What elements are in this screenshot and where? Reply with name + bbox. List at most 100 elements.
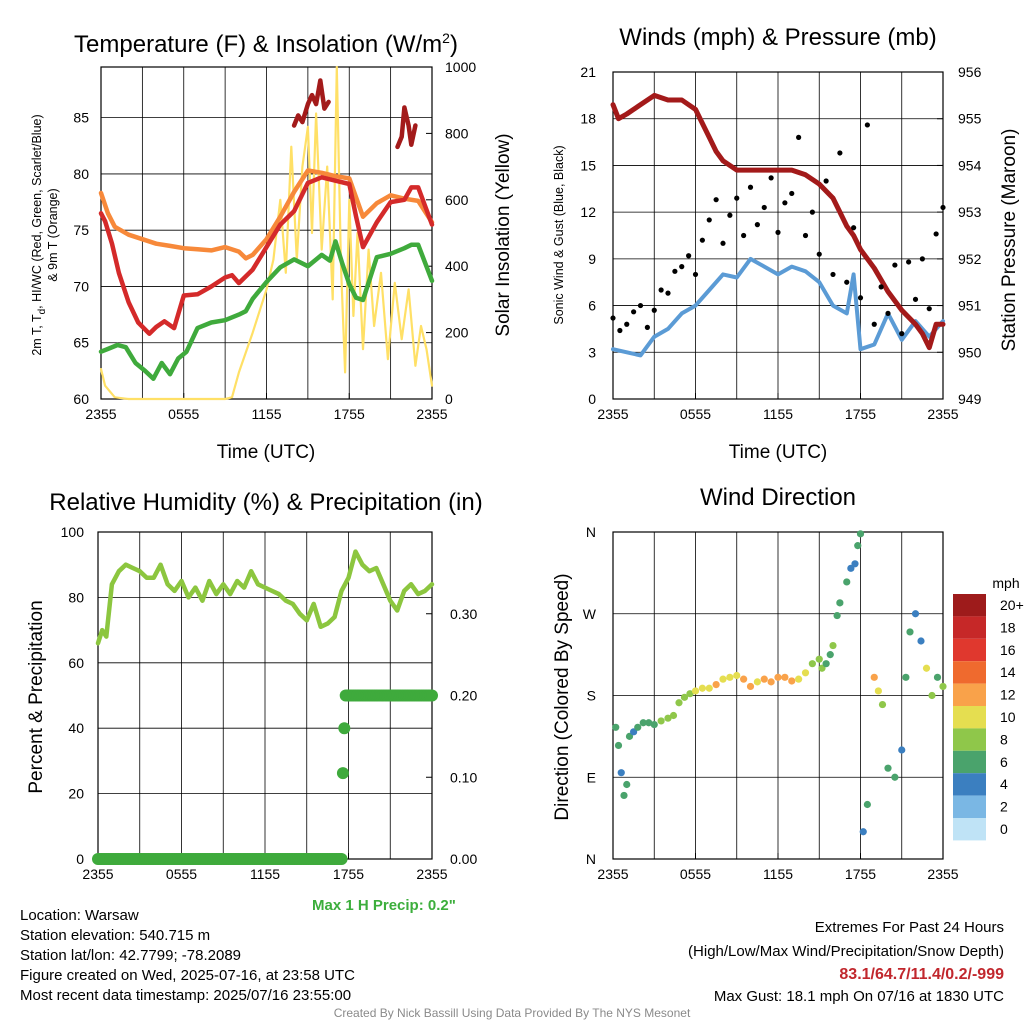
y-axis-label: Percent & Precipitation [26, 600, 47, 793]
direction-point [726, 673, 734, 681]
precip-point [426, 689, 438, 702]
direction-point [856, 530, 865, 538]
direction-point [933, 673, 942, 681]
direction-point [859, 828, 867, 836]
colorbar-swatch [953, 638, 986, 662]
y-tick-label: W [583, 606, 597, 622]
colorbar-swatch [953, 728, 986, 751]
colorbar-swatch [953, 795, 986, 818]
info-recent: Most recent data timestamp: 2025/07/16 2… [20, 987, 352, 1004]
colorbar-label: 16 [1000, 642, 1016, 658]
temp-series-line-4 [291, 78, 331, 128]
gust-point [919, 256, 925, 262]
direction-point [922, 664, 931, 672]
gust-point [686, 253, 692, 259]
x-tick-label: 2355 [597, 406, 628, 422]
colorbar-label: 12 [1000, 687, 1016, 703]
precip-point [335, 853, 348, 865]
direction-point [781, 673, 789, 681]
direction-point [928, 691, 936, 700]
gust-point [692, 271, 699, 278]
direction-point [851, 560, 859, 568]
y-axis-label-line1: 2m T, Td, HI/WC (Red, Green, Scarlet/Blu… [30, 114, 48, 355]
gust-point [912, 296, 919, 302]
y-tick-label: 60 [73, 391, 89, 407]
colorbar-label: 8 [1000, 731, 1008, 747]
y-tick-label: 20 [68, 786, 84, 802]
gust-point [864, 122, 870, 128]
info-location: Location: Warsaw [20, 907, 139, 924]
direction-point [753, 678, 761, 686]
direction-point [657, 717, 665, 725]
precip-point [336, 767, 349, 780]
y-tick-label: 9 [588, 251, 596, 267]
colorbar-swatch [953, 594, 986, 617]
direction-point [712, 681, 720, 689]
direction-point [788, 677, 796, 685]
y2-tick-label: 952 [958, 251, 982, 267]
gust-point [885, 310, 891, 316]
gust-point [754, 222, 760, 228]
gust-point [699, 237, 705, 243]
direction-point [617, 769, 625, 777]
direction-point [826, 651, 834, 659]
colorbar-swatch [953, 661, 986, 684]
x-tick-label: 1155 [763, 866, 793, 882]
colorbar-swatch [953, 818, 986, 841]
x-tick-label: 2355 [416, 866, 447, 882]
direction-point [698, 684, 706, 692]
gust-point [940, 204, 946, 211]
gust-point [926, 306, 932, 312]
direction-point [891, 773, 899, 781]
x-tick-label: 2355 [85, 406, 116, 422]
chart-title-winds: Winds (mph) & Pressure (mb) [619, 24, 936, 51]
direction-point [675, 699, 683, 707]
y-tick-label: 21 [580, 64, 596, 80]
direction-point [623, 780, 631, 789]
title-close-paren: ) [450, 31, 458, 58]
y-tick-label: 0 [76, 851, 84, 867]
colorbar-swatch [953, 706, 986, 729]
colorbar-title: mph [992, 575, 1019, 591]
y-tick-label: 18 [580, 111, 596, 127]
gust-point [782, 200, 788, 206]
y2-tick-label: 0.00 [450, 851, 477, 867]
y-tick-label: E [587, 769, 596, 785]
colorbar-label: 6 [1000, 754, 1008, 770]
x-tick-label: 2355 [927, 406, 958, 422]
y-axis-label: Sonic Wind & Gust (Blue, Black) [552, 145, 566, 324]
precip-point [338, 722, 351, 735]
wind-speed-line [611, 256, 945, 358]
gust-point [637, 302, 644, 309]
y2-axis-label: Solar Insolation (Yellow) [493, 133, 514, 336]
y-tick-label: 75 [73, 222, 89, 238]
temp-series-line-0 [99, 65, 434, 401]
gust-point [933, 231, 939, 237]
direction-point [801, 669, 810, 677]
chart-title-humidity: Relative Humidity (%) & Precipitation (i… [49, 489, 482, 516]
x-tick-label: 2355 [82, 866, 113, 882]
x-tick-label: 1755 [845, 406, 876, 422]
x-tick-label: 1755 [334, 406, 365, 422]
gust-point [706, 217, 712, 223]
gust-point [720, 240, 726, 246]
direction-point [650, 720, 658, 729]
direction-point [939, 682, 947, 691]
y-tick-label: 85 [73, 110, 89, 126]
gust-point [679, 264, 685, 270]
gust-point [844, 279, 850, 285]
gust-point [796, 134, 802, 140]
direction-point [874, 687, 882, 695]
gust-point [851, 225, 857, 231]
gust-point [823, 178, 829, 184]
y2-tick-label: 0.10 [450, 769, 477, 785]
direction-point [833, 611, 841, 620]
y-tick-label: S [587, 688, 596, 704]
direction-point [686, 690, 694, 698]
y2-tick-label: 951 [958, 298, 982, 314]
gust-point [617, 327, 623, 334]
y2-tick-label: 0.20 [450, 688, 477, 704]
direction-point [822, 660, 830, 668]
y2-tick-label: 956 [958, 64, 982, 80]
colorbar-label: 18 [1000, 619, 1016, 635]
